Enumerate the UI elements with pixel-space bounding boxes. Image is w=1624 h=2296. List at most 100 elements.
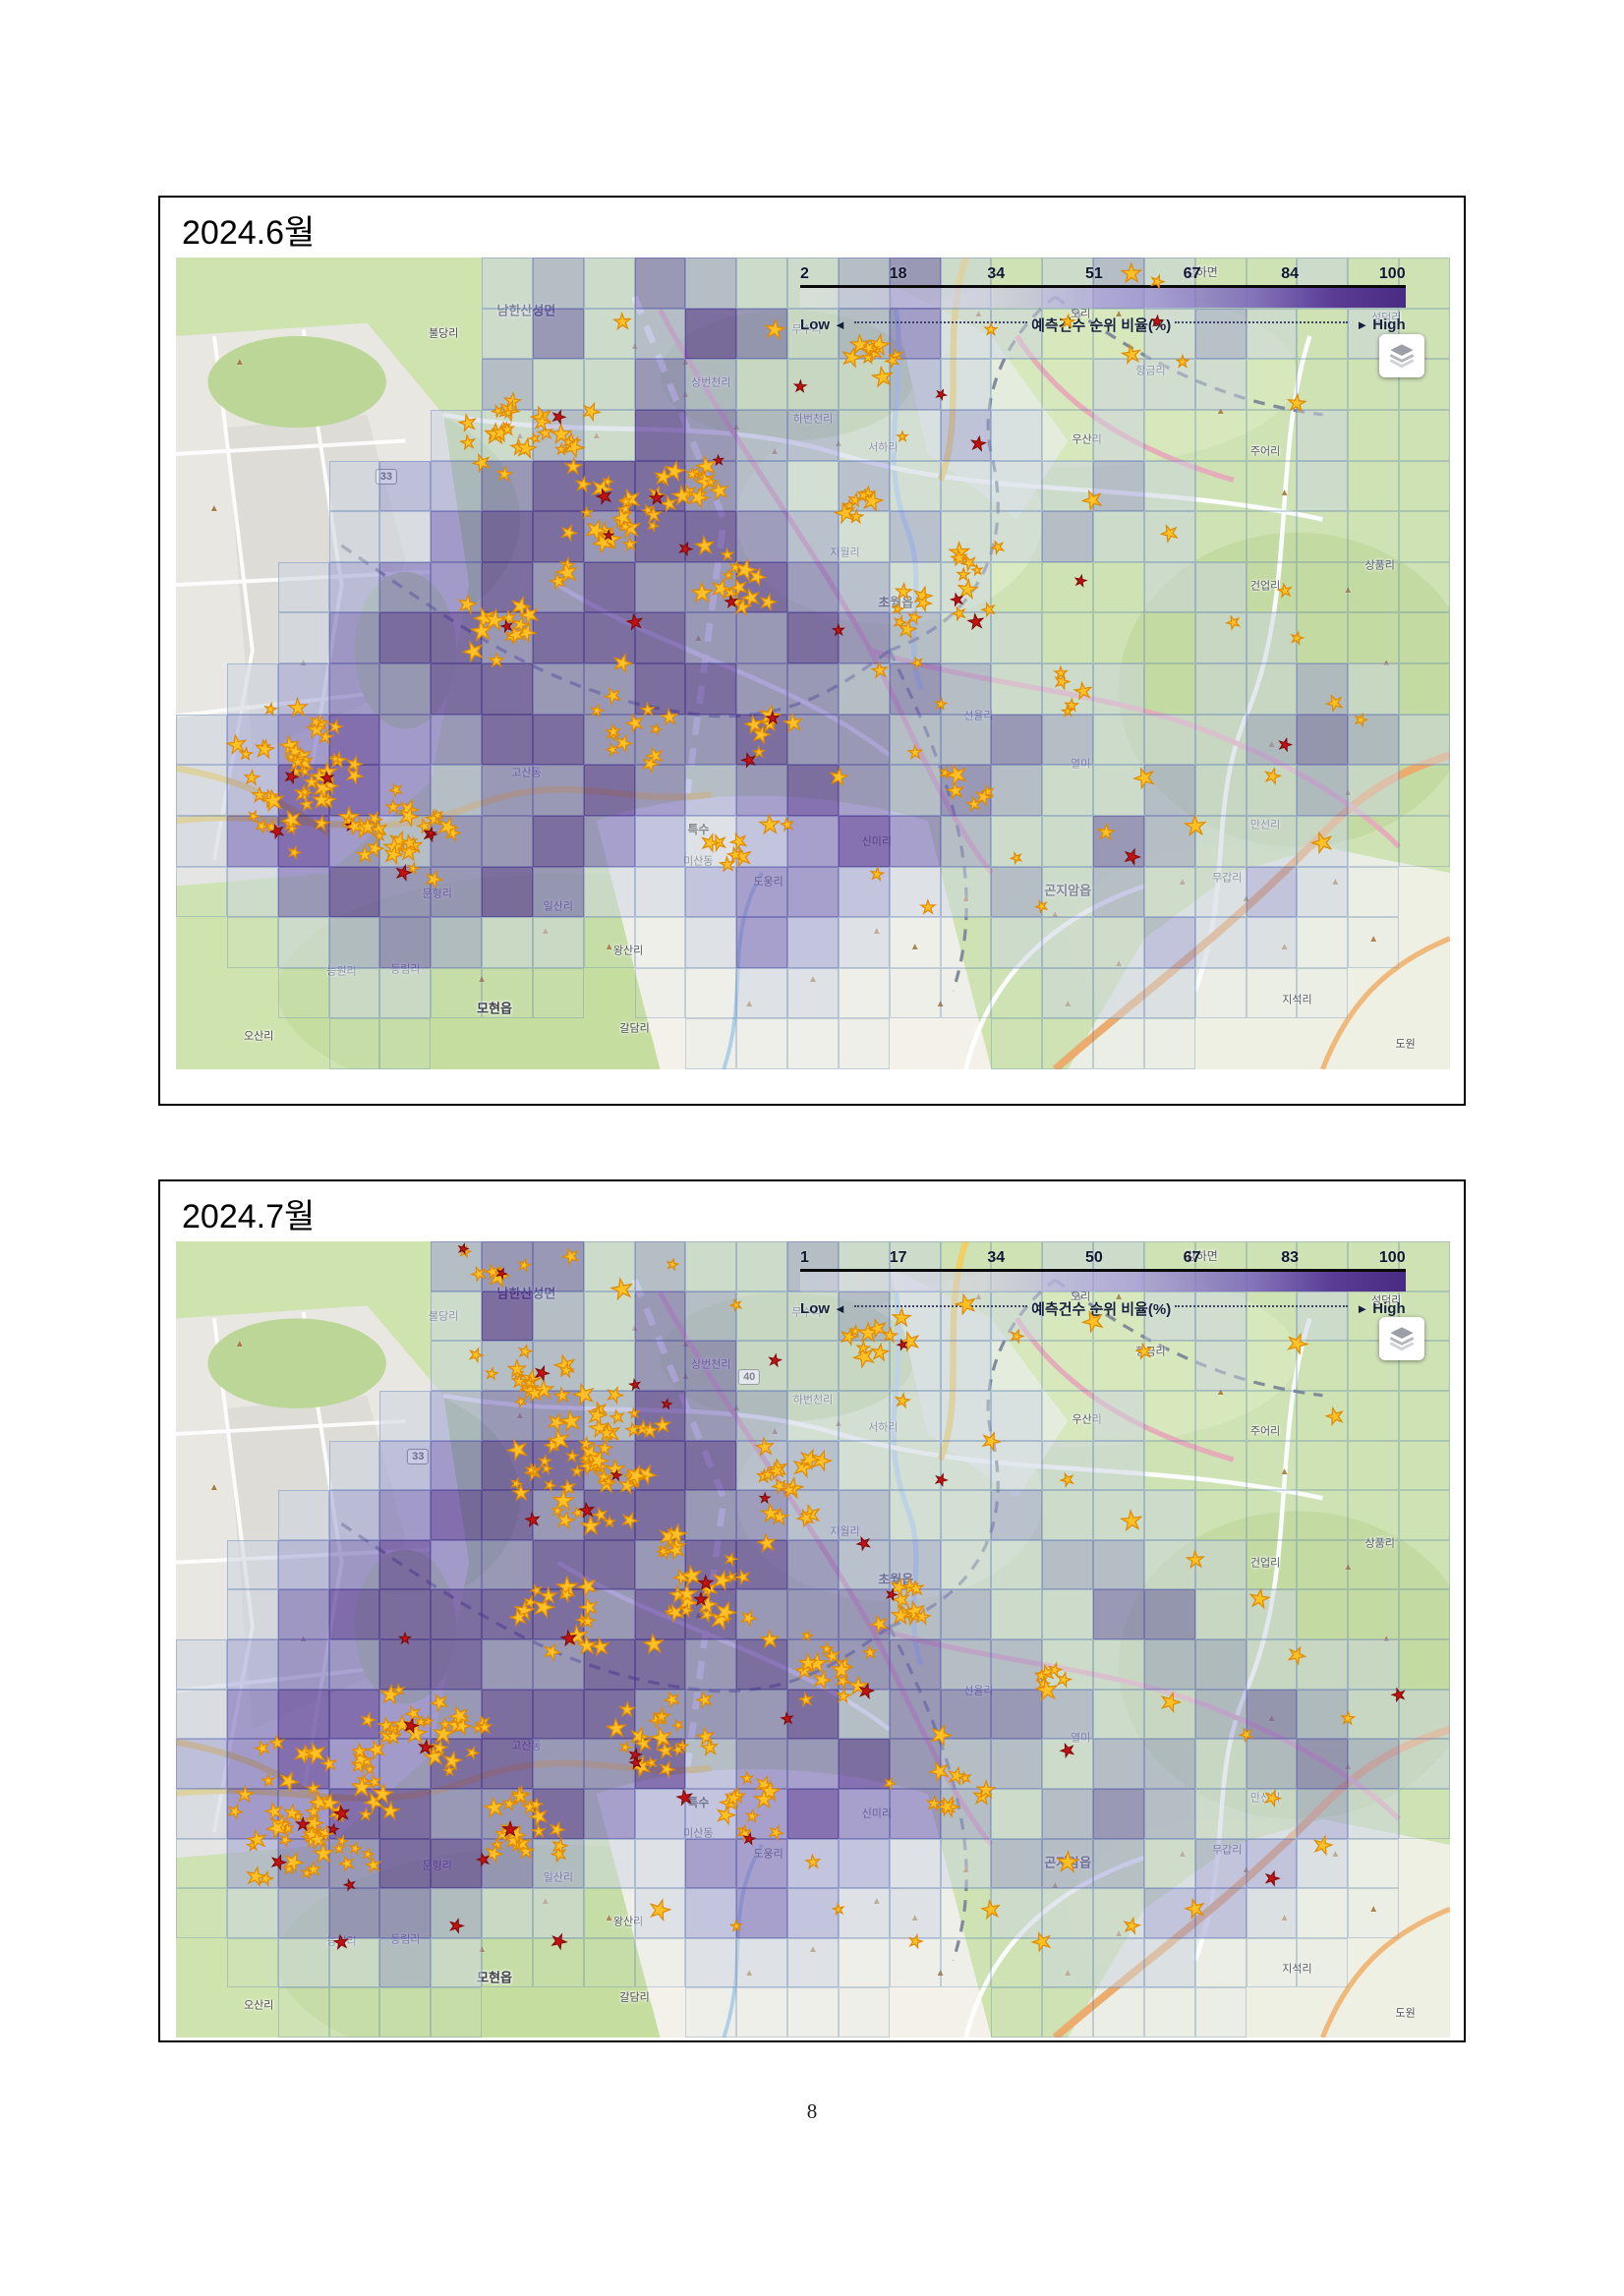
grid-cell bbox=[889, 663, 941, 715]
gold-star-marker: ★ bbox=[880, 1772, 899, 1793]
grid-cell bbox=[1399, 258, 1450, 309]
gold-star-marker: ★ bbox=[284, 842, 303, 863]
grid-cell bbox=[685, 1241, 737, 1292]
gold-star-marker: ★ bbox=[753, 1786, 776, 1814]
grid-cell bbox=[1093, 714, 1144, 766]
map-june-2024[interactable]: 남한산성면불당리무수리오리성덕리강하면상번천리하번천리서하리항금리우산리주어리지… bbox=[176, 258, 1450, 1069]
red-star-marker: ★ bbox=[501, 1819, 520, 1841]
grid-cell bbox=[889, 511, 941, 562]
grid-cell bbox=[940, 917, 992, 968]
grid-cell bbox=[328, 967, 380, 1019]
peak-icon: ▲ bbox=[234, 1339, 245, 1350]
layers-control-button[interactable] bbox=[1379, 334, 1425, 378]
grid-cell bbox=[736, 765, 788, 816]
gold-star-marker: ★ bbox=[644, 1892, 676, 1928]
grid-cell bbox=[328, 1539, 380, 1590]
layers-control-button[interactable] bbox=[1379, 1316, 1425, 1360]
grid-cell bbox=[532, 258, 584, 309]
gold-star-marker: ★ bbox=[437, 1715, 454, 1735]
grid-cell bbox=[583, 765, 635, 816]
gold-star-marker: ★ bbox=[1146, 270, 1167, 293]
place-label: 왕산리 bbox=[612, 1916, 644, 1928]
grid-cell bbox=[431, 917, 483, 968]
grid-cell bbox=[1093, 511, 1144, 562]
grid-cell bbox=[787, 917, 839, 968]
fire-prediction-stars-layer: ★ ★ ★ ★ ★ ★ ★ ★ ★ ★ ★ ★ ★ ★ ★ ★ ★ ★ ★ ★ ★ ★ ★ ★ ★ ★ ★ ★ ★ ★ ★ ★ ★ ★ ★ ★ ★ ★ ★ ★… bbox=[176, 1241, 1450, 2038]
grid-cell bbox=[838, 1440, 890, 1491]
panel-title-july: 2024.7월 bbox=[182, 1198, 316, 1235]
grid-cell bbox=[787, 612, 839, 663]
gold-star-marker: ★ bbox=[905, 1929, 926, 1953]
grid-cell bbox=[1297, 866, 1349, 918]
gold-star-marker: ★ bbox=[978, 1895, 1004, 1924]
place-label: 상품리 bbox=[1364, 559, 1395, 572]
gold-star-marker: ★ bbox=[799, 1627, 815, 1644]
grid-cell bbox=[482, 663, 533, 715]
grid-cell bbox=[1093, 1018, 1144, 1069]
gold-star-marker: ★ bbox=[467, 447, 494, 479]
grid-cell bbox=[1143, 561, 1195, 613]
grid-cell bbox=[1042, 714, 1094, 766]
gold-star-marker: ★ bbox=[356, 812, 379, 840]
gold-star-marker: ★ bbox=[1275, 579, 1295, 602]
gold-star-marker: ★ bbox=[608, 647, 636, 678]
grid-cell bbox=[1093, 561, 1144, 613]
grid-cell bbox=[583, 511, 635, 562]
grid-cell bbox=[889, 1291, 941, 1342]
grid-cell bbox=[431, 1291, 483, 1342]
gold-star-marker: ★ bbox=[906, 741, 924, 763]
grid-cell bbox=[787, 1490, 839, 1540]
grid-cell bbox=[940, 561, 992, 613]
grid-cell bbox=[838, 917, 890, 968]
grid-cell bbox=[1348, 561, 1400, 613]
grid-cell bbox=[1246, 460, 1298, 512]
grid-cell bbox=[583, 1490, 635, 1540]
grid-cell bbox=[1143, 1341, 1195, 1391]
red-star-marker: ★ bbox=[627, 1376, 642, 1394]
grid-cell bbox=[1348, 714, 1400, 766]
grid-cell bbox=[1348, 1341, 1400, 1391]
grid-cell bbox=[1399, 409, 1450, 461]
red-star-marker: ★ bbox=[523, 1508, 543, 1530]
grid-cell bbox=[685, 1018, 737, 1069]
grid-cell bbox=[736, 917, 788, 968]
grid-cell bbox=[1042, 359, 1094, 410]
grid-cell bbox=[889, 409, 941, 461]
grid-cell bbox=[1143, 967, 1195, 1019]
gold-star-marker: ★ bbox=[305, 1779, 322, 1800]
grid-cell bbox=[532, 1241, 584, 1292]
gold-star-marker: ★ bbox=[611, 309, 632, 334]
gold-star-marker: ★ bbox=[693, 1688, 718, 1714]
gold-star-marker: ★ bbox=[1077, 484, 1109, 518]
gold-star-marker: ★ bbox=[933, 695, 949, 714]
gold-star-marker: ★ bbox=[327, 750, 343, 768]
grid-cell bbox=[482, 1291, 533, 1342]
red-star-marker: ★ bbox=[765, 709, 781, 728]
gold-star-marker: ★ bbox=[242, 767, 261, 790]
grid-cell bbox=[736, 1390, 788, 1441]
peak-icon: ▲ bbox=[1381, 1635, 1391, 1644]
grid-cell bbox=[379, 967, 432, 1019]
grid-cell bbox=[1194, 714, 1247, 766]
grid-cell bbox=[685, 1390, 737, 1441]
grid-cell bbox=[1297, 460, 1349, 512]
grid-cell bbox=[1246, 917, 1298, 968]
grid-cell bbox=[1143, 815, 1195, 867]
gold-star-marker: ★ bbox=[1322, 690, 1349, 718]
grid-cell bbox=[685, 409, 737, 461]
grid-cell bbox=[736, 561, 788, 613]
grid-cell bbox=[736, 460, 788, 512]
grid-cell bbox=[1246, 1291, 1298, 1342]
gold-star-marker: ★ bbox=[261, 1771, 276, 1790]
grid-cell bbox=[787, 1341, 839, 1391]
gold-star-marker: ★ bbox=[727, 1295, 745, 1315]
gold-star-marker: ★ bbox=[890, 1602, 912, 1630]
gold-star-marker: ★ bbox=[977, 1424, 1007, 1457]
grid-cell bbox=[991, 612, 1043, 663]
map-july-2024[interactable]: 남한산성면불당리무수리오리성덕리강하면상번천리하번천리서하리항금리우산리주어리지… bbox=[176, 1241, 1450, 2038]
gold-star-marker: ★ bbox=[245, 1824, 271, 1855]
gold-star-marker: ★ bbox=[588, 701, 607, 721]
grid-cell bbox=[787, 1440, 839, 1491]
grid-cell bbox=[1093, 765, 1144, 816]
